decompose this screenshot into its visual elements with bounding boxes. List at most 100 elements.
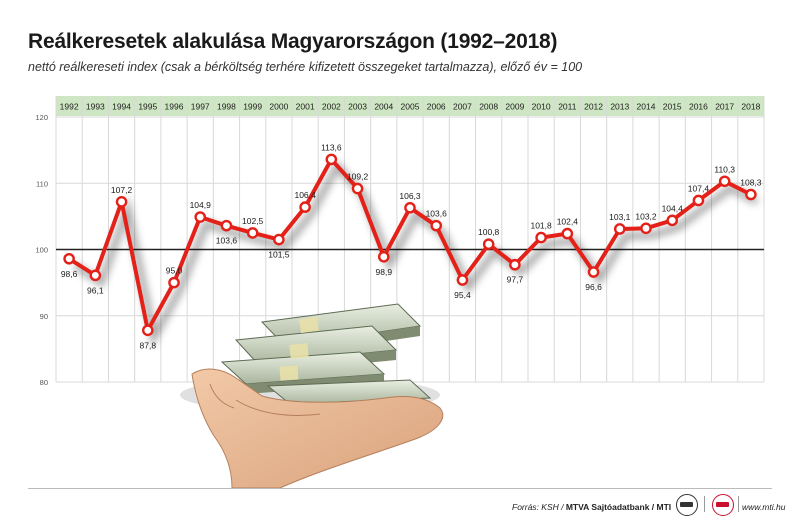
x-tick-label: 1992 [60,102,79,112]
data-label: 103,6 [216,236,238,246]
data-point [168,276,180,289]
x-tick-label: 2000 [269,102,288,112]
year-band-bg [56,96,764,116]
data-labels: 98,6 96,1 107,2 87,8 95,0 104,9 103,6 102,5 101,… [61,142,762,350]
data-point [246,227,259,239]
data-label: 106,4 [294,190,316,200]
data-label: 103,6 [426,209,448,219]
x-axis: 1992 1993 1994 1995 1996 1997 1998 1999 2000 2001… [60,102,761,112]
x-tick-label: 1999 [243,102,262,112]
x-tick-label: 1996 [165,102,184,112]
data-point [640,222,652,235]
year-band [56,96,764,116]
x-tick-label: 2008 [479,102,498,112]
x-tick-label: 2014 [637,102,656,112]
source-credit: Forrás: KSH / MTVA Sajtóadatbank / MTI [512,502,671,512]
data-point [404,201,416,214]
data-point [377,250,390,263]
data-point [430,219,443,232]
source-prefix: Forrás: KSH / [512,502,566,512]
data-label: 98,9 [376,267,393,277]
data-point [273,233,285,246]
data-label: 104,9 [190,200,212,210]
y-tick-label: 100 [35,246,48,255]
data-point [666,214,679,227]
data-label: 104,4 [662,203,684,213]
x-tick-label: 1998 [217,102,236,112]
data-point [692,194,705,207]
data-point [561,227,574,240]
data-point [89,269,102,282]
data-point [351,182,364,195]
data-point [718,175,731,188]
data-label: 102,4 [557,217,579,227]
data-label: 97,7 [507,275,524,285]
data-point [535,231,547,244]
x-tick-label: 2002 [322,102,341,112]
x-tick-label: 1995 [138,102,157,112]
money-stack-icon [220,303,432,405]
data-points [63,153,757,337]
data-label: 113,6 [321,142,342,152]
data-point [194,211,207,223]
data-point [613,223,626,235]
chart-subtitle: nettó reálkereseti index (csak a bérkölt… [28,60,583,74]
data-label: 95,0 [166,266,183,276]
data-point [745,188,757,201]
source-agency: MTVA Sajtóadatbank / MTI [565,502,672,512]
data-point [587,266,600,278]
data-point [141,324,154,337]
data-label: 103,1 [609,212,631,222]
x-tick-label: 2001 [296,102,315,112]
data-point [63,252,75,265]
x-tick-label: 2003 [348,102,367,112]
data-label: 102,5 [242,216,264,226]
y-tick-label: 110 [36,179,48,188]
x-tick-label: 1993 [86,102,105,112]
x-tick-label: 2011 [558,102,577,112]
hand-holding-money-icon [180,303,444,488]
x-tick-label: 1997 [191,102,210,112]
x-tick-label: 2012 [584,102,603,112]
data-label: 106,3 [399,191,421,201]
data-label: 109,2 [347,172,369,182]
x-tick-label: 2010 [532,102,551,112]
data-label: 96,1 [87,285,104,295]
hand-icon [191,368,444,488]
logo-separator [704,496,705,512]
data-point [509,258,521,271]
x-tick-label: 2018 [741,102,760,112]
data-label: 110,3 [714,164,735,174]
series-line-shadow [73,160,759,348]
data-point [456,274,469,286]
x-tick-label: 2017 [715,102,734,112]
source-url: www.mti.hu [742,502,786,512]
y-tick-label: 90 [40,312,48,321]
data-point [325,153,338,166]
y-axis: 120 110 100 90 80 [35,113,48,387]
x-tick-label: 2005 [401,102,420,112]
y-tick-label: 120 [35,113,48,122]
data-label: 96,6 [585,282,602,292]
data-point [299,201,311,213]
x-tick-label: 2007 [453,102,472,112]
x-tick-label: 2016 [689,102,708,112]
mtva-logo-icon [676,494,698,516]
data-point [482,238,495,250]
data-label: 101,8 [530,221,552,231]
data-label: 107,2 [111,185,133,195]
chart-title: Reálkeresetek alakulása Magyarországon (… [28,30,558,53]
grid-lines [55,96,765,383]
logo-separator [738,496,739,512]
mti-logo-icon [712,494,734,516]
data-label: 107,4 [688,183,710,193]
data-label: 100,8 [478,227,500,237]
x-tick-label: 2015 [663,102,682,112]
footer: Forrás: KSH / MTVA Sajtóadatbank / MTI w… [0,488,800,520]
data-point [115,195,128,208]
x-tick-label: 1994 [112,102,131,112]
x-tick-label: 2013 [610,102,629,112]
x-tick-label: 2009 [505,102,524,112]
x-tick-label: 2004 [374,102,393,112]
